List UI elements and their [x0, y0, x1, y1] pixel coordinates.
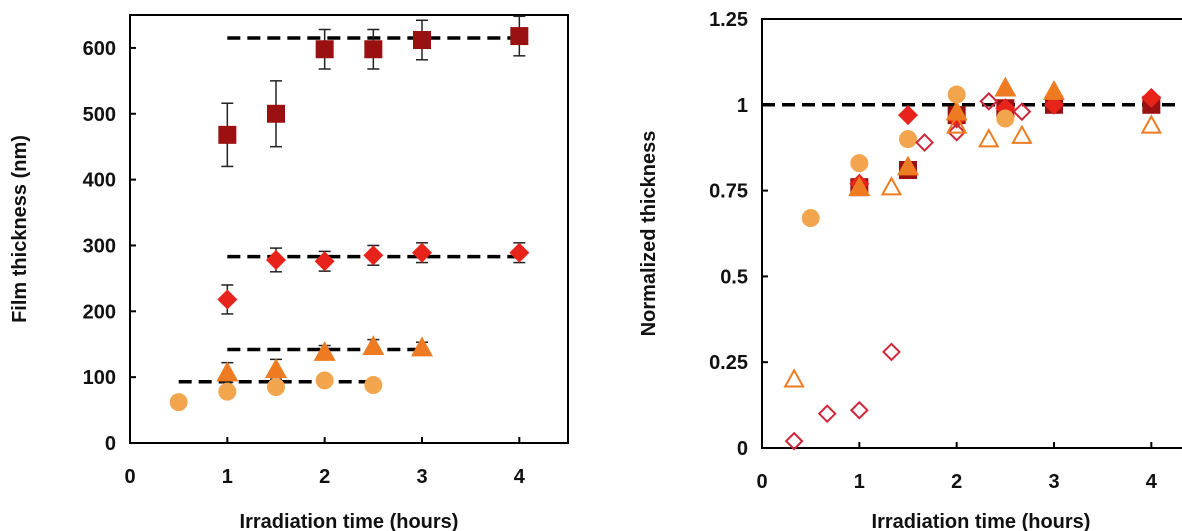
y-tick-label: 500 — [83, 104, 116, 126]
data-point-diamond — [266, 249, 286, 270]
data-point-triangle — [994, 76, 1017, 97]
x-tick-label: 2 — [319, 466, 330, 488]
x-tick-label: 3 — [1048, 471, 1059, 493]
y-tick-label: 1 — [737, 95, 748, 117]
data-point-diamond — [314, 251, 335, 272]
y-tick-label: 600 — [83, 38, 116, 60]
data-point-diamond — [849, 400, 869, 420]
plot-frame — [761, 18, 1182, 449]
x-tick-label: 4 — [514, 466, 526, 488]
data-point-diamond — [217, 289, 238, 310]
data-point-diamond — [1141, 87, 1162, 108]
data-point-triangle — [1011, 124, 1033, 144]
data-point-diamond — [412, 242, 432, 263]
data-point-diamond — [509, 242, 530, 263]
data-point-diamond — [817, 404, 837, 424]
data-point-square — [364, 40, 383, 59]
data-point-triangle — [216, 361, 239, 382]
data-point-circle — [218, 382, 237, 401]
data-point-circle — [315, 371, 334, 390]
y-axis-label: Film thickness (nm) — [9, 135, 31, 323]
data-point-triangle — [848, 176, 871, 196]
data-point-triangle — [1140, 114, 1163, 134]
y-tick-label: 1.25 — [709, 9, 748, 31]
data-point-triangle — [362, 335, 385, 356]
data-point-circle — [947, 85, 966, 104]
data-point-circle — [801, 209, 820, 228]
y-tick-label: 0.5 — [720, 266, 748, 288]
y-tick-label: 200 — [83, 301, 116, 323]
data-point-diamond — [947, 122, 967, 142]
data-point-square — [267, 104, 285, 123]
y-tick-label: 0.75 — [709, 181, 748, 203]
normalized-thickness-chart: 0 0.25 0.5 0.75 1 1.25 0 1 2 3 4 Irradiation time (… — [638, 9, 1182, 531]
data-point-triangle — [265, 358, 287, 379]
x-tick-label: 1 — [222, 466, 233, 488]
data-point-triangle — [945, 114, 968, 134]
data-point-diamond — [915, 133, 934, 152]
y-tick-label: 400 — [83, 170, 116, 192]
data-point-circle — [850, 154, 869, 173]
data-point-triangle — [411, 336, 433, 357]
data-point-triangle — [897, 155, 919, 176]
data-point-triangle — [783, 368, 805, 388]
data-point-square — [413, 31, 431, 50]
data-point-triangle — [880, 176, 903, 196]
y-axis-label: Normalized thickness — [638, 131, 660, 337]
x-tick-label: 1 — [854, 471, 865, 493]
data-point-triangle — [1043, 80, 1065, 100]
y-tick-label: 0.25 — [709, 352, 748, 374]
data-point-diamond — [363, 245, 384, 266]
x-tick-label: 3 — [416, 466, 427, 488]
x-tick-label: 4 — [1146, 471, 1158, 493]
data-point-circle — [899, 130, 917, 149]
data-point-circle — [364, 376, 383, 395]
data-point-square — [315, 40, 334, 59]
plot-frame — [129, 14, 569, 444]
data-point-diamond — [882, 342, 901, 362]
data-point-circle — [996, 109, 1015, 128]
y-tick-label: 0 — [105, 433, 116, 455]
data-point-circle — [267, 378, 285, 397]
y-tick-label: 300 — [83, 235, 116, 257]
y-tick-label: 0 — [737, 438, 748, 460]
x-axis-label: Irradiation time (hours) — [872, 511, 1091, 531]
data-point-triangle — [313, 341, 336, 361]
data-point-triangle — [978, 128, 1000, 148]
data-point-circle — [169, 393, 188, 412]
x-tick-label: 0 — [756, 471, 767, 493]
thickness-chart: 0 100 200 300 400 500 600 0 1 2 3 4 Irradiation time… — [9, 14, 569, 531]
x-tick-label: 0 — [124, 466, 135, 488]
x-axis-label: Irradiation time (hours) — [240, 511, 459, 531]
data-point-diamond — [898, 105, 918, 126]
data-point-square — [510, 27, 529, 46]
y-tick-label: 100 — [83, 367, 116, 389]
data-point-diamond — [1012, 102, 1032, 122]
data-point-diamond — [979, 91, 999, 111]
data-point-square — [218, 125, 237, 144]
data-point-triangle — [945, 100, 968, 121]
x-tick-label: 2 — [951, 471, 962, 493]
data-point-diamond — [784, 431, 804, 451]
